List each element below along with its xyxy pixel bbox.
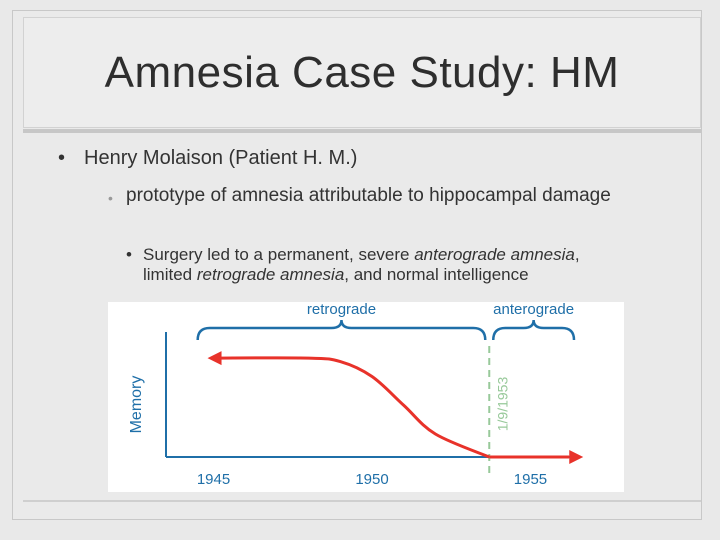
memory-curve [213,356,490,459]
memory-chart-svg: Memory 1945 1950 1955 1/9/1953 retrograde ante… [128,301,584,488]
retrograde-brace [196,319,487,341]
bottom-divider [23,500,701,502]
surgery-date-label: 1/9/1953 [494,377,510,432]
bullet-text-part: , and normal intelligence [344,265,529,285]
anterograde-brace [492,319,576,341]
title-divider [23,129,701,133]
memory-chart: Memory 1945 1950 1955 1/9/1953 retrograde ante… [108,301,624,492]
title-box: Amnesia Case Study: HM [23,17,701,128]
bullet-dot: • [126,245,132,264]
bullet-text-part: , limited [143,245,580,285]
bullet-text-italic: anterograde amnesia [414,245,575,264]
bullet-dot: • [108,190,113,206]
x-tick-label: 1950 [355,471,388,488]
slide-title: Amnesia Case Study: HM [104,47,620,97]
bullet-text: Surgery led to a permanent, severe anter… [126,245,606,286]
y-axis-label: Memory [128,376,145,434]
bullet-text: prototype of amnesia attributable to hip… [126,185,611,206]
retrograde-label: retrograde [307,302,376,318]
bullet-text-italic: retrograde amnesia [196,265,345,285]
bullet-text-part: Surgery led to a permanent, severe [143,245,415,264]
bullet-level-3: • Surgery led to a permanent, severe ant… [126,245,606,286]
x-tick-label: 1945 [197,471,230,488]
anterograde-label: anterograde [493,302,574,318]
bullet-text: Henry Molaison (Patient H. M.) [84,147,358,169]
bullet-dot: • [58,147,66,169]
memory-curve-arrow-right [569,450,584,464]
x-tick-label: 1955 [514,471,547,488]
memory-curve-arrow-left [207,351,222,366]
bullet-level-2: • prototype of amnesia attributable to h… [108,185,628,208]
